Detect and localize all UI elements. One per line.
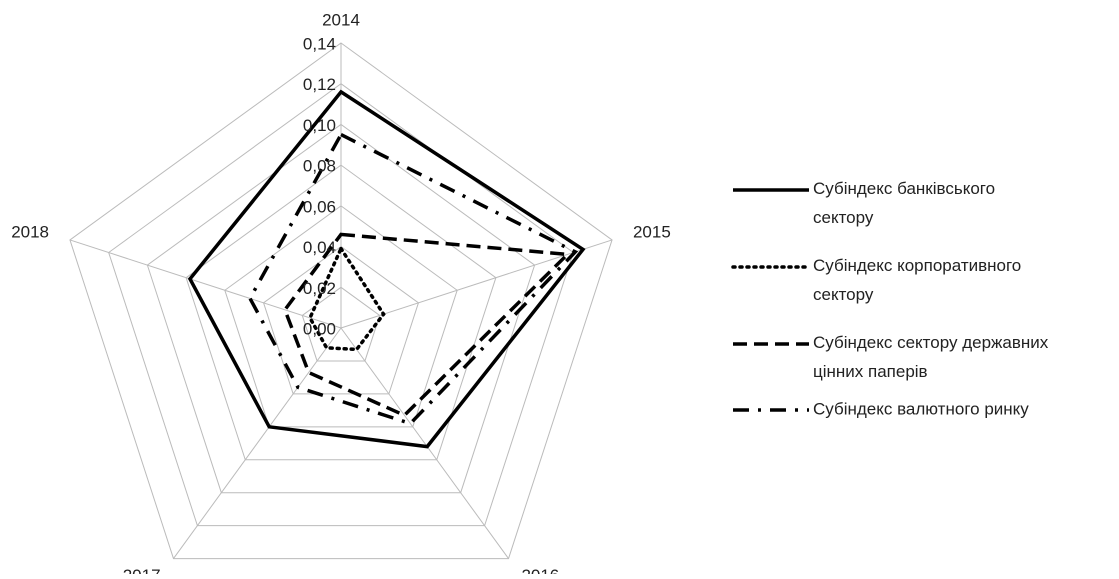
series-line (308, 244, 386, 352)
r-tick-label: 0,14 (303, 34, 336, 53)
category-label: 2015 (633, 223, 671, 242)
legend-label: Субіндекс банківського сектору (813, 179, 995, 227)
grid-ring (108, 83, 574, 527)
series-line (282, 232, 572, 418)
legend-label: Субіндекс сектору державних цінних папері… (813, 333, 1049, 381)
category-label: 2017 (123, 566, 161, 574)
grid-ring (262, 245, 420, 395)
r-tick-label: 0,00 (303, 319, 336, 338)
r-tick-label: 0,08 (303, 157, 336, 176)
grid-ring (224, 205, 458, 428)
legend-label: Субіндекс корпоративного сектору (813, 256, 1021, 304)
r-tick-label: 0,06 (303, 197, 336, 216)
category-label: 2016 (521, 566, 559, 574)
series-line (248, 132, 579, 426)
grid-ring (185, 164, 497, 461)
series-line (187, 89, 586, 449)
grid-ring (146, 123, 536, 494)
category-label: 2014 (322, 10, 360, 29)
axis-spoke (69, 239, 342, 329)
grid-ring (69, 42, 613, 560)
category-label: 2018 (11, 223, 49, 242)
r-tick-label: 0,10 (303, 116, 336, 135)
r-tick-label: 0,12 (303, 75, 336, 94)
axis-spoke (173, 327, 342, 559)
axis-spoke (340, 239, 613, 329)
axis-spoke (340, 327, 509, 559)
r-tick-label: 0,04 (303, 238, 336, 257)
legend-label: Субіндекс валютного ринку (813, 399, 1029, 418)
r-tick-label: 0,02 (303, 279, 336, 298)
grid-ring (301, 286, 381, 362)
